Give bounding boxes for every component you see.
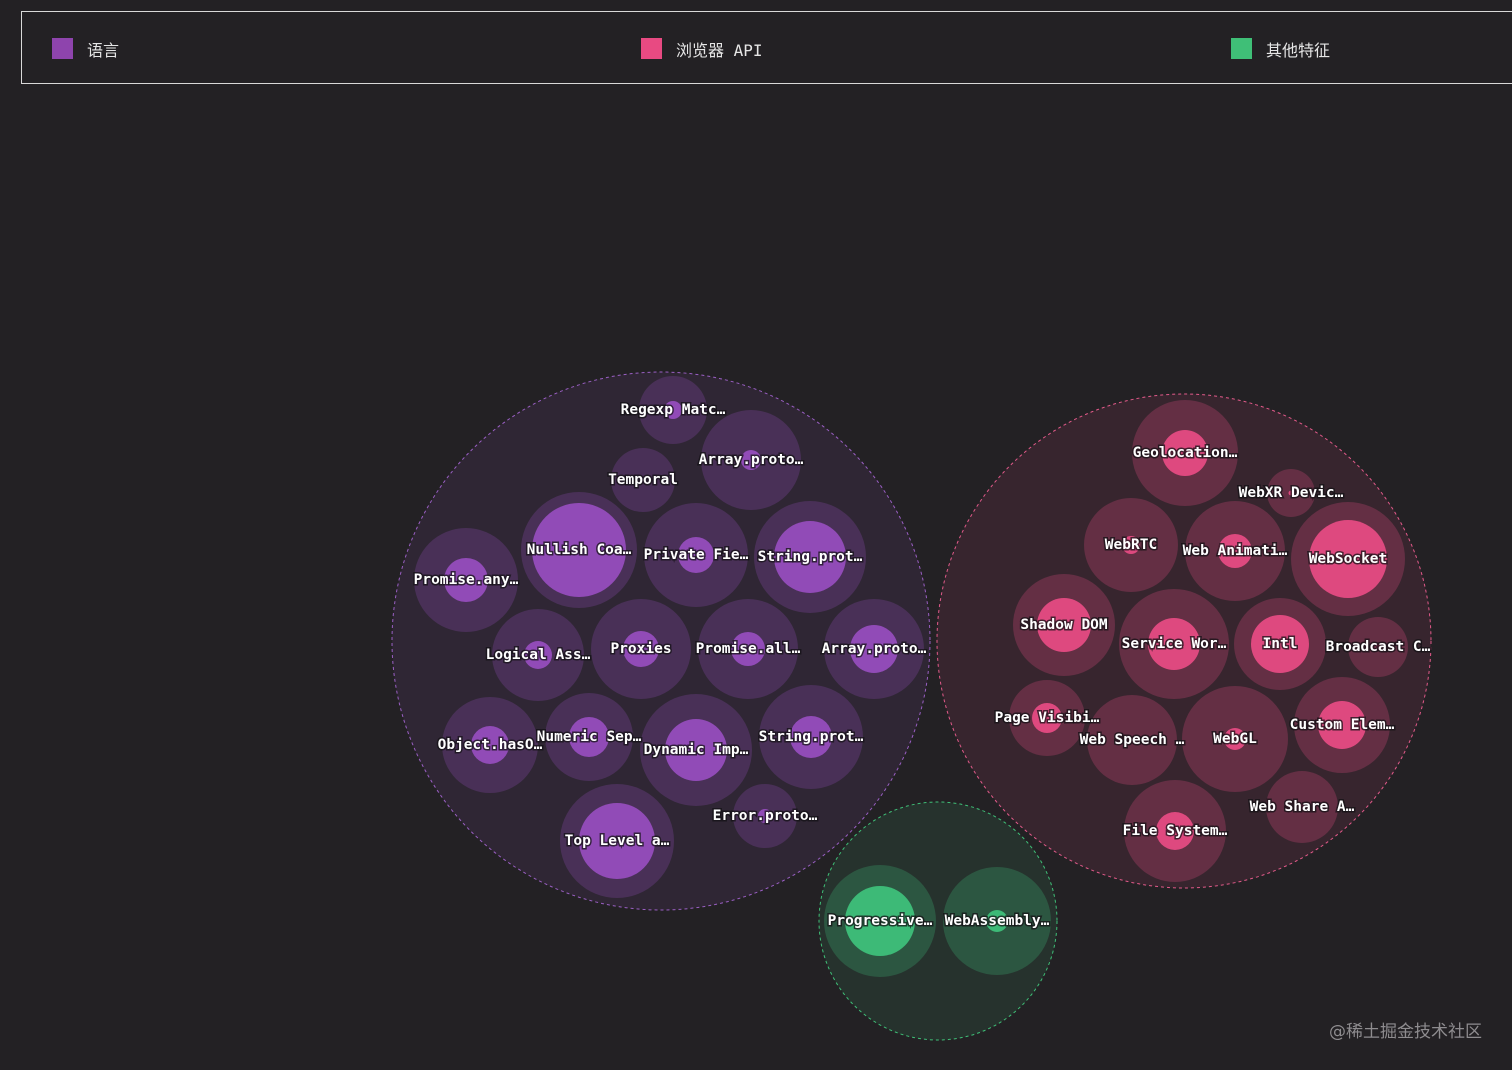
bubble-core-language-14	[790, 716, 832, 758]
bubble-label-browser-api-2: WebRTC	[1105, 537, 1157, 553]
bubble-core-browser-api-10	[1129, 737, 1135, 743]
bubble-label-browser-api-3: Web Animati…	[1183, 543, 1288, 559]
legend-item-other-features[interactable]: 其他特征	[1231, 12, 1330, 85]
bubble-core-language-3	[532, 503, 626, 597]
bubble-label-browser-api-9: Page Visibi…	[995, 710, 1100, 726]
bubble-core-other-features-0	[845, 886, 915, 956]
legend-swatch-language	[52, 38, 73, 59]
bubble-core-browser-api-3	[1218, 534, 1252, 568]
bubble-label-language-8: Proxies	[610, 641, 671, 657]
bubble-label-browser-api-10: Web Speech …	[1080, 732, 1185, 748]
bubble-label-other-features-0: Progressive…	[828, 913, 933, 929]
bubble-label-language-6: Promise.any…	[414, 572, 519, 588]
bubble-core-language-4	[678, 537, 714, 573]
bubble-core-browser-api-13	[1299, 804, 1305, 810]
bubble-label-language-11: Object.hasO…	[438, 737, 543, 753]
bubble-label-language-5: String.prot…	[758, 549, 863, 565]
bubble-core-other-features-1	[986, 910, 1008, 932]
bubble-label-language-10: Array.proto…	[822, 641, 927, 657]
bubble-core-browser-api-1	[1288, 490, 1294, 496]
bubble-label-browser-api-13: Web Share A…	[1250, 799, 1355, 815]
bubble-core-language-11	[471, 726, 509, 764]
bubble-label-language-9: Promise.all…	[696, 641, 801, 657]
bubble-label-browser-api-5: Shadow DOM	[1020, 617, 1108, 633]
bubble-label-language-12: Numeric Sep…	[537, 729, 642, 745]
bubble-label-browser-api-11: WebGL	[1213, 731, 1257, 747]
bubble-label-language-7: Logical Ass…	[486, 647, 591, 663]
bubble-label-browser-api-12: Custom Elem…	[1290, 717, 1395, 733]
bubble-core-browser-api-8	[1375, 644, 1381, 650]
bubble-label-browser-api-4: WebSocket	[1309, 551, 1388, 567]
bubble-label-browser-api-7: Intl	[1263, 636, 1298, 652]
bubble-core-browser-api-7	[1251, 615, 1309, 673]
legend-swatch-browser-api	[641, 38, 662, 59]
bubble-core-language-6	[444, 558, 488, 602]
legend: 语言 浏览器 API 其他特征	[21, 11, 1512, 84]
bubble-core-browser-api-6	[1148, 618, 1200, 670]
bubble-core-browser-api-4	[1309, 520, 1387, 598]
bubble-label-browser-api-0: Geolocation…	[1133, 445, 1238, 461]
watermark: @稀土掘金技术社区	[1329, 1022, 1482, 1042]
bubble-core-browser-api-14	[1156, 812, 1194, 850]
bubble-label-browser-api-14: File System…	[1123, 823, 1228, 839]
legend-item-language[interactable]: 语言	[52, 12, 119, 85]
bubble-label-language-14: String.prot…	[759, 729, 864, 745]
bubble-core-language-10	[850, 625, 898, 673]
bubble-label-language-16: Top Level a…	[565, 833, 670, 849]
bubble-core-language-7	[524, 641, 552, 669]
bubble-core-language-13	[665, 719, 727, 781]
bubble-label-language-1: Array.proto…	[699, 452, 804, 468]
bubble-core-browser-api-12	[1318, 701, 1366, 749]
bubble-label-language-15: Error.proto…	[713, 808, 818, 824]
bubble-label-language-13: Dynamic Imp…	[644, 742, 749, 758]
bubble-core-browser-api-0	[1162, 430, 1208, 476]
bubble-label-other-features-1: WebAssembly…	[945, 913, 1050, 929]
bubble-label-language-4: Private Fie…	[644, 547, 749, 563]
bubble-core-language-5	[774, 521, 846, 593]
bubble-core-language-9	[731, 632, 765, 666]
legend-label-browser-api: 浏览器 API	[676, 40, 763, 60]
bubble-label-browser-api-8: Broadcast C…	[1326, 639, 1431, 655]
bubble-label-language-2: Temporal	[608, 472, 678, 488]
bubble-core-browser-api-11	[1224, 728, 1246, 750]
legend-label-other-features: 其他特征	[1266, 40, 1331, 60]
legend-item-browser-api[interactable]: 浏览器 API	[641, 12, 763, 85]
bubble-core-language-8	[623, 631, 659, 667]
bubble-label-browser-api-1: WebXR Devic…	[1239, 485, 1344, 501]
bubble-core-language-16	[579, 803, 655, 879]
bubble-core-language-0	[664, 401, 682, 419]
bubble-label-language-0: Regexp Matc…	[621, 402, 726, 418]
legend-swatch-other-features	[1231, 38, 1252, 59]
bubble-core-language-12	[569, 717, 609, 757]
legend-label-language: 语言	[87, 40, 120, 60]
bubble-core-browser-api-5	[1037, 598, 1091, 652]
bubble-label-browser-api-6: Service Wor…	[1122, 636, 1227, 652]
bubble-core-language-1	[741, 450, 761, 470]
bubble-core-browser-api-2	[1122, 536, 1140, 554]
bubble-core-browser-api-9	[1032, 703, 1062, 733]
group-circle-other-features[interactable]	[818, 801, 1058, 1041]
bubble-label-language-3: Nullish Coa…	[527, 542, 632, 558]
bubble-core-language-2	[640, 477, 646, 483]
bubble-core-language-15	[758, 809, 772, 823]
